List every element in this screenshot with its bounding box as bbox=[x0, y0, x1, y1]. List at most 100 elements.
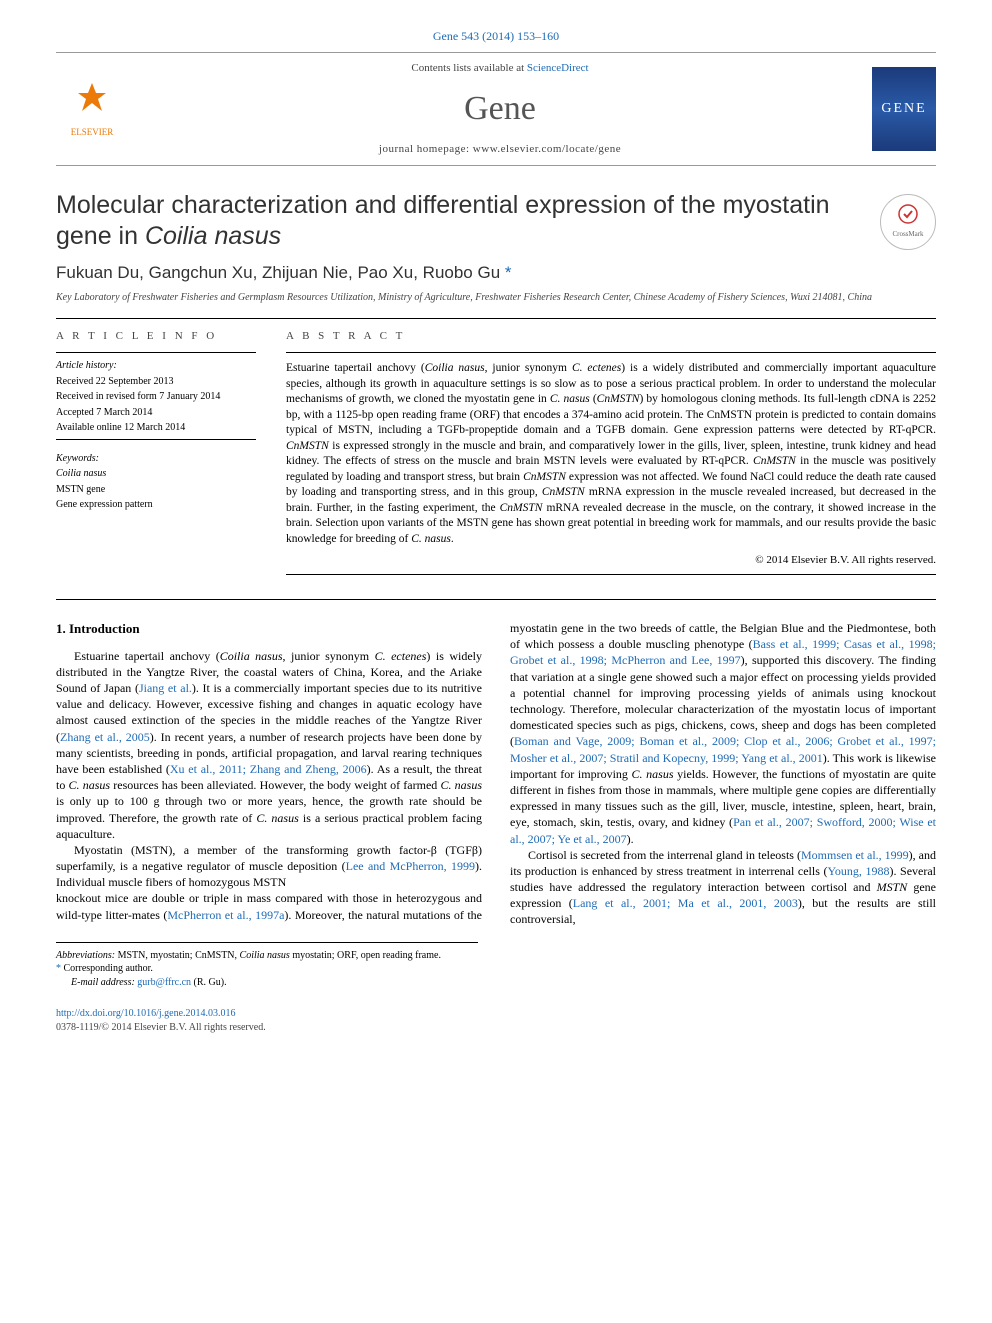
title-species: Coilia nasus bbox=[145, 222, 281, 250]
t: C. nasus bbox=[411, 533, 451, 545]
header-center: Contents lists available at ScienceDirec… bbox=[128, 61, 872, 157]
t: Coilia nasus bbox=[425, 362, 485, 374]
accepted-date: Accepted 7 March 2014 bbox=[56, 406, 256, 420]
t: C. nasus bbox=[69, 778, 111, 792]
info-divider bbox=[56, 352, 256, 353]
revised-date: Received in revised form 7 January 2014 bbox=[56, 390, 256, 404]
keyword-2: MSTN gene bbox=[56, 483, 256, 497]
journal-cover-thumbnail: GENE bbox=[872, 67, 936, 151]
online-date: Available online 12 March 2014 bbox=[56, 421, 256, 435]
star-icon: * bbox=[56, 963, 61, 974]
intro-para-1: Estuarine tapertail anchovy (Coilia nasu… bbox=[56, 648, 482, 842]
abstract-divider-bottom bbox=[286, 574, 936, 575]
elsevier-logo: ELSEVIER bbox=[56, 69, 128, 149]
contents-prefix: Contents lists available at bbox=[411, 62, 526, 74]
t: resources has been alleviated. However, … bbox=[110, 778, 440, 792]
cite-link[interactable]: Mommsen et al., 1999 bbox=[801, 848, 909, 862]
t: C. ectenes bbox=[375, 649, 427, 663]
keyword-1: Coilia nasus bbox=[56, 467, 256, 481]
article-title: Molecular characterization and different… bbox=[56, 190, 864, 253]
body-columns: 1. Introduction Estuarine tapertail anch… bbox=[56, 620, 936, 928]
t: C. ectenes bbox=[572, 362, 621, 374]
article-info-column: A R T I C L E I N F O Article history: R… bbox=[56, 329, 256, 575]
citation-line: Gene 543 (2014) 153–160 bbox=[56, 28, 936, 44]
issn-line: 0378-1119/© 2014 Elsevier B.V. All right… bbox=[56, 1022, 266, 1033]
info-abstract-row: A R T I C L E I N F O Article history: R… bbox=[56, 329, 936, 575]
abstract-heading: A B S T R A C T bbox=[286, 329, 936, 344]
intro-para-2: Myostatin (MSTN), a member of the transf… bbox=[56, 842, 482, 891]
t: CnMSTN bbox=[542, 486, 585, 498]
t: CnMSTN bbox=[500, 502, 543, 514]
t: CnMSTN bbox=[753, 455, 796, 467]
divider bbox=[56, 599, 936, 600]
t: C. nasus bbox=[632, 767, 674, 781]
email-footnote: E-mail address: gurb@ffrc.cn (R. Gu). bbox=[56, 976, 478, 990]
cite-link[interactable]: Lang et al., 2001; Ma et al., 2001, 2003 bbox=[573, 896, 798, 910]
keyword-3: Gene expression pattern bbox=[56, 498, 256, 512]
info-divider bbox=[56, 439, 256, 440]
abstract-text: Estuarine tapertail anchovy (Coilia nasu… bbox=[286, 361, 936, 547]
journal-name: Gene bbox=[128, 86, 872, 132]
abstract-copyright: © 2014 Elsevier B.V. All rights reserved… bbox=[286, 553, 936, 568]
t: myostatin; ORF, open reading frame. bbox=[290, 950, 441, 961]
t: C. nasus bbox=[440, 778, 482, 792]
cite-link[interactable]: Zhang et al., 2005 bbox=[60, 730, 150, 744]
t: Coilia nasus bbox=[220, 649, 283, 663]
elsevier-tree-icon bbox=[72, 79, 112, 126]
journal-homepage-line: journal homepage: www.elsevier.com/locat… bbox=[128, 142, 872, 157]
t: Cortisol is secreted from the interrenal… bbox=[528, 848, 801, 862]
crossmark-badge[interactable]: CrossMark bbox=[880, 194, 936, 250]
bottom-block: http://dx.doi.org/10.1016/j.gene.2014.03… bbox=[56, 1007, 936, 1034]
sciencedirect-link[interactable]: ScienceDirect bbox=[527, 62, 589, 74]
t: Corresponding author. bbox=[64, 963, 153, 974]
affiliation: Key Laboratory of Freshwater Fisheries a… bbox=[56, 291, 936, 304]
cite-link[interactable]: Lee and McPherron, 1999 bbox=[346, 859, 475, 873]
t: , junior synonym bbox=[485, 362, 572, 374]
t: , junior synonym bbox=[283, 649, 375, 663]
t: (R. Gu). bbox=[191, 977, 227, 988]
doi-link[interactable]: http://dx.doi.org/10.1016/j.gene.2014.03… bbox=[56, 1008, 236, 1019]
email-label: E-mail address: bbox=[71, 977, 137, 988]
email-link[interactable]: gurb@ffrc.cn bbox=[137, 977, 191, 988]
received-date: Received 22 September 2013 bbox=[56, 375, 256, 389]
corresponding-author-footnote: * Corresponding author. bbox=[56, 962, 478, 976]
crossmark-label: CrossMark bbox=[892, 230, 923, 239]
authors-line: Fukuan Du, Gangchun Xu, Zhijuan Nie, Pao… bbox=[56, 262, 936, 285]
footnotes: Abbreviations: MSTN, myostatin; CnMSTN, … bbox=[56, 942, 478, 990]
contents-available-line: Contents lists available at ScienceDirec… bbox=[128, 61, 872, 76]
history-label: Article history: bbox=[56, 359, 256, 373]
corresponding-author-link[interactable]: * bbox=[505, 263, 512, 282]
section-heading-introduction: 1. Introduction bbox=[56, 620, 482, 638]
t: CnMSTN bbox=[286, 440, 329, 452]
cite-link[interactable]: Jiang et al. bbox=[139, 681, 192, 695]
keywords-block: Keywords: Coilia nasus MSTN gene Gene ex… bbox=[56, 452, 256, 512]
cite-link[interactable]: Xu et al., 2011; Zhang and Zheng, 2006 bbox=[170, 762, 367, 776]
cite-link[interactable]: McPherron et al., 1997a bbox=[167, 908, 284, 922]
cite-link[interactable]: Young, 1988 bbox=[827, 864, 889, 878]
crossmark-icon bbox=[898, 204, 918, 230]
t: . bbox=[451, 533, 454, 545]
t: MSTN bbox=[877, 880, 908, 894]
t: ). bbox=[627, 832, 634, 846]
keywords-label: Keywords: bbox=[56, 452, 256, 466]
t: MSTN, myostatin; CnMSTN, bbox=[115, 950, 239, 961]
abstract-column: A B S T R A C T Estuarine tapertail anch… bbox=[286, 329, 936, 575]
t: CnMSTN bbox=[523, 471, 566, 483]
title-row: Molecular characterization and different… bbox=[56, 190, 936, 253]
journal-header: ELSEVIER Contents lists available at Sci… bbox=[56, 52, 936, 166]
t: ( bbox=[590, 393, 597, 405]
intro-para-4: Cortisol is secreted from the interrenal… bbox=[510, 847, 936, 928]
t: C. nasus bbox=[256, 811, 298, 825]
article-info-heading: A R T I C L E I N F O bbox=[56, 329, 256, 344]
elsevier-label: ELSEVIER bbox=[71, 126, 114, 138]
abstract-divider bbox=[286, 352, 936, 353]
t: C. nasus bbox=[550, 393, 590, 405]
t: Coilia nasus bbox=[240, 950, 290, 961]
abbreviations-footnote: Abbreviations: MSTN, myostatin; CnMSTN, … bbox=[56, 949, 478, 963]
t: Estuarine tapertail anchovy ( bbox=[74, 649, 220, 663]
authors-names: Fukuan Du, Gangchun Xu, Zhijuan Nie, Pao… bbox=[56, 263, 500, 282]
divider bbox=[56, 318, 936, 319]
abbrev-label: Abbreviations: bbox=[56, 950, 115, 961]
t: Estuarine tapertail anchovy ( bbox=[286, 362, 425, 374]
t: CnMSTN bbox=[597, 393, 640, 405]
